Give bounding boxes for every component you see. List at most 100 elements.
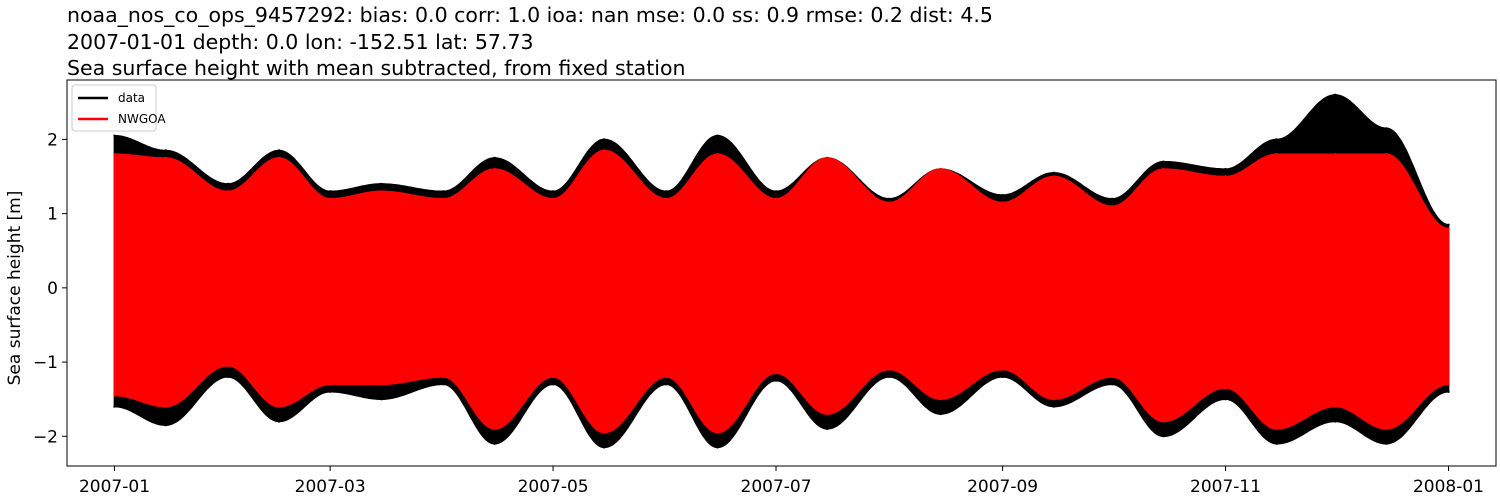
series-point-low-nwgoa: [603, 431, 606, 434]
series-point-high-data: [328, 190, 332, 193]
x-tick-label: 2007-09: [967, 477, 1038, 497]
series-point-high-data: [774, 190, 778, 193]
series-point-low-data: [493, 442, 496, 445]
legend: data NWGOA: [71, 84, 166, 132]
plot-frame: [66, 79, 1497, 467]
series-point-high-data: [1275, 138, 1278, 141]
series-point-low-data: [774, 379, 778, 382]
series-point-low-data: [551, 383, 555, 386]
chart-title-line-2: 2007-01-01 depth: 0.0 lon: -152.51 lat: …: [67, 30, 534, 54]
series-point-low-nwgoa: [665, 375, 668, 379]
series-point-high-data: [1385, 127, 1388, 130]
chart-title-line-3: Sea surface height with mean subtracted,…: [67, 56, 686, 80]
series-point-high-data: [603, 138, 606, 141]
series-point-low-data: [1334, 420, 1337, 423]
series-line-nwgoa: [113, 150, 1450, 433]
series-point-low-data: [603, 446, 606, 449]
series-point-high-data: [113, 134, 116, 137]
series-point-high-nwgoa: [226, 190, 229, 193]
series-nwgoa: [113, 149, 1450, 434]
plot-area: [113, 93, 1450, 449]
series-point-low-nwgoa: [328, 383, 332, 386]
series-point-high-nwgoa: [380, 190, 383, 193]
series-point-low-data: [1275, 442, 1278, 445]
x-tick-label: 2007-11: [1190, 477, 1261, 497]
series-point-high-data: [551, 190, 555, 193]
series-point-low-data: [1111, 383, 1114, 386]
series-point-low-nwgoa: [113, 394, 116, 397]
series-point-high-nwgoa: [277, 156, 281, 160]
series-point-low-data: [113, 405, 116, 408]
y-tick-label: 1: [47, 205, 58, 225]
series-point-low-data: [1052, 405, 1056, 408]
series-point-high-nwgoa: [1111, 205, 1114, 208]
series-point-low-data: [442, 383, 445, 386]
series-point-high-data: [1447, 223, 1450, 226]
series-point-low-data: [380, 398, 383, 401]
series-point-high-data: [380, 182, 383, 186]
series-point-high-nwgoa: [1052, 175, 1056, 178]
series-point-high-data: [1052, 171, 1056, 174]
series-point-high-data: [1111, 197, 1114, 200]
series-point-low-nwgoa: [1052, 398, 1056, 401]
series-point-high-nwgoa: [826, 156, 829, 160]
y-tick-label: −2: [33, 427, 58, 447]
series-point-low-nwgoa: [277, 405, 281, 408]
series-point-low-data: [277, 420, 281, 423]
series-point-low-nwgoa: [226, 364, 229, 367]
series-point-low-data: [226, 375, 229, 379]
series-point-high-nwgoa: [665, 197, 668, 200]
series-point-high-data: [1001, 193, 1004, 197]
series-point-high-data: [665, 190, 668, 193]
series-point-low-nwgoa: [888, 368, 891, 371]
series-point-low-nwgoa: [1275, 427, 1278, 431]
series-point-low-nwgoa: [442, 375, 445, 379]
series-point-high-nwgoa: [888, 201, 891, 204]
series-point-high-nwgoa: [493, 167, 496, 171]
series-point-high-data: [716, 134, 719, 137]
series-point-low-data: [164, 424, 167, 427]
x-tick-label: 2007-03: [295, 477, 366, 497]
series-point-low-nwgoa: [164, 405, 167, 408]
series-point-low-nwgoa: [1385, 427, 1388, 431]
x-tick-label: 2007-01: [79, 477, 150, 497]
series-point-high-nwgoa: [1275, 153, 1278, 156]
series-point-low-data: [1385, 442, 1388, 445]
series-point-low-nwgoa: [774, 372, 778, 375]
legend-label-nwgoa: NWGOA: [118, 112, 166, 126]
series-point-high-nwgoa: [113, 153, 116, 156]
series-point-high-nwgoa: [603, 149, 606, 152]
series-point-high-data: [888, 197, 891, 200]
series-point-low-nwgoa: [1224, 386, 1227, 390]
chart-title-line-1: noaa_nos_co_ops_9457292: bias: 0.0 corr:…: [67, 3, 993, 28]
series-point-high-data: [1162, 160, 1165, 163]
series-point-high-nwgoa: [442, 197, 445, 200]
series-point-low-nwgoa: [939, 398, 942, 401]
series-point-low-nwgoa: [826, 412, 829, 416]
series-point-high-nwgoa: [1162, 167, 1165, 171]
series-point-low-data: [665, 383, 668, 386]
series-point-low-data: [1162, 435, 1165, 438]
series-point-high-nwgoa: [1224, 175, 1227, 178]
series-point-high-data: [1334, 93, 1337, 97]
series-point-high-data: [493, 156, 496, 160]
series-point-high-nwgoa: [328, 197, 332, 200]
series-point-low-nwgoa: [716, 431, 719, 434]
y-tick-label: 0: [47, 279, 58, 299]
x-tick-label: 2007-07: [741, 477, 812, 497]
series-point-high-data: [226, 182, 229, 186]
series-point-high-nwgoa: [1385, 153, 1388, 156]
series-point-high-nwgoa: [939, 167, 942, 171]
series-point-low-data: [1001, 375, 1004, 379]
series-point-low-data: [1447, 390, 1450, 393]
series-point-low-nwgoa: [1334, 405, 1337, 408]
series-point-low-nwgoa: [1001, 368, 1004, 371]
series-point-high-nwgoa: [716, 153, 719, 156]
y-tick-label: −1: [33, 353, 58, 373]
series-point-high-nwgoa: [164, 156, 167, 160]
series-point-high-nwgoa: [1001, 201, 1004, 204]
series-point-low-nwgoa: [551, 375, 555, 379]
series-point-high-data: [277, 149, 281, 152]
series-point-high-data: [164, 149, 167, 152]
